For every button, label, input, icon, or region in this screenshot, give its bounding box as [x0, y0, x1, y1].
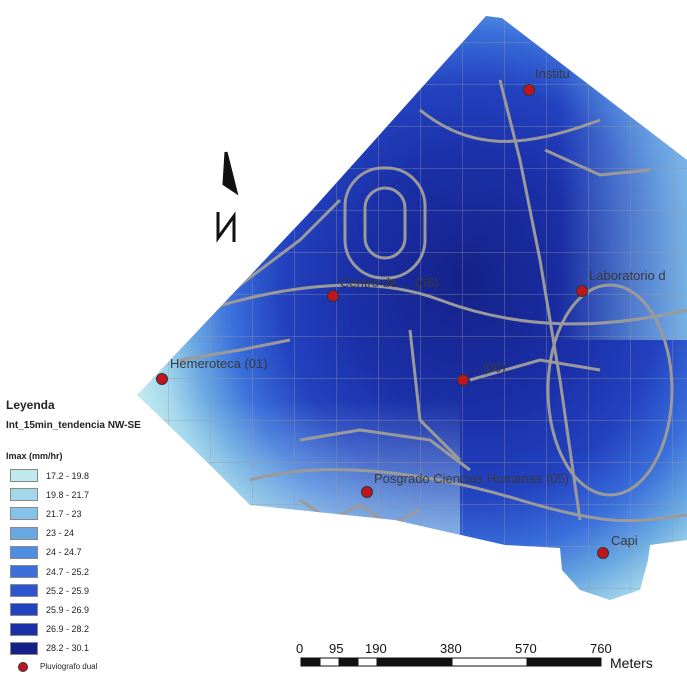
legend-range-label: 25.2 - 25.9	[46, 585, 90, 596]
rain-gauge-icon	[18, 661, 28, 672]
legend-range-label: 24 - 24.7	[46, 547, 82, 558]
station-label-laboratorio: Laboratorio d	[589, 268, 666, 283]
scale-tick-760: 760	[590, 641, 612, 656]
legend-field-name: Imax (mm/hr)	[6, 451, 63, 461]
legend-class-row: 24 - 24.7	[6, 543, 226, 562]
station-marker-posgrado[interactable]	[361, 486, 373, 498]
station-marker-facultad[interactable]	[457, 374, 469, 386]
legend-swatch	[10, 526, 38, 540]
legend-point-label: Pluviografo dual	[40, 662, 98, 672]
station-label-capilla: Capi	[611, 533, 638, 548]
street-network	[174, 79, 687, 527]
legend-class-row: 25.9 - 26.9	[6, 600, 226, 619]
legend-class-row: 25.2 - 25.9	[6, 581, 226, 600]
scale-bar	[300, 657, 602, 667]
legend-swatch	[10, 622, 38, 636]
map-legend: Leyenda Int_15min_tendencia NW-SE Imax (…	[6, 398, 226, 674]
station-label-centro-vulcanologia: Centro de ... (08)	[340, 275, 439, 290]
legend-layer-name: Int_15min_tendencia NW-SE	[6, 420, 141, 431]
legend-class-row: 21.7 - 23	[6, 504, 226, 523]
legend-range-label: 21.7 - 23	[46, 508, 82, 519]
legend-range-label: 17.2 - 19.8	[46, 470, 90, 481]
station-markers	[156, 84, 609, 559]
scale-tick-0: 0	[296, 641, 304, 656]
legend-swatch	[10, 603, 38, 617]
legend-class-row: 26.9 - 28.2	[6, 620, 226, 639]
scale-tick-570: 570	[515, 641, 537, 656]
legend-range-label: 19.8 - 21.7	[46, 489, 90, 500]
legend-range-label: 28.2 - 30.1	[46, 643, 90, 654]
legend-class-row: 23 - 24	[6, 524, 226, 543]
legend-swatch	[10, 545, 38, 559]
station-marker-centro-vulcanologia[interactable]	[327, 290, 339, 302]
legend-swatch	[10, 488, 38, 502]
station-marker-instituto[interactable]	[523, 84, 535, 96]
legend-class-row: 24.7 - 25.2	[6, 562, 226, 581]
legend-swatch	[10, 507, 38, 521]
scale-tick-95: 95	[329, 641, 344, 656]
station-label-posgrado: Posgrado Ciencias Humanas (05)	[374, 471, 570, 486]
station-marker-hemeroteca[interactable]	[156, 373, 168, 385]
legend-swatch	[10, 641, 38, 655]
legend-swatch	[10, 584, 38, 598]
scale-unit-label: Meters	[610, 655, 653, 671]
legend-range-label: 25.9 - 26.9	[46, 604, 90, 615]
station-marker-laboratorio[interactable]	[576, 285, 588, 297]
station-marker-capilla[interactable]	[597, 547, 609, 559]
station-label-instituto: Institu	[535, 66, 570, 81]
legend-range-label: 23 - 24	[46, 528, 75, 539]
legend-class-row: 19.8 - 21.7	[6, 485, 226, 504]
station-label-hemeroteca: Hemeroteca (01)	[170, 356, 268, 371]
scale-tick-380: 380	[440, 641, 462, 656]
legend-range-label: 26.9 - 28.2	[46, 624, 90, 635]
legend-range-label: 24.7 - 25.2	[46, 566, 90, 577]
legend-class-list: 17.2 - 19.8 19.8 - 21.7 21.7 - 23 23 - 24 24…	[6, 466, 226, 658]
station-label-facultad: ... (06)	[468, 360, 506, 375]
north-arrow	[216, 151, 239, 243]
scale-tick-190: 190	[365, 641, 387, 656]
legend-class-row: 28.2 - 30.1	[6, 639, 226, 658]
legend-swatch	[10, 469, 38, 483]
legend-class-row: 17.2 - 19.8	[6, 466, 226, 485]
legend-swatch	[10, 565, 38, 579]
legend-point-entry: Pluviografo dual	[6, 660, 226, 674]
legend-title: Leyenda	[6, 398, 55, 412]
